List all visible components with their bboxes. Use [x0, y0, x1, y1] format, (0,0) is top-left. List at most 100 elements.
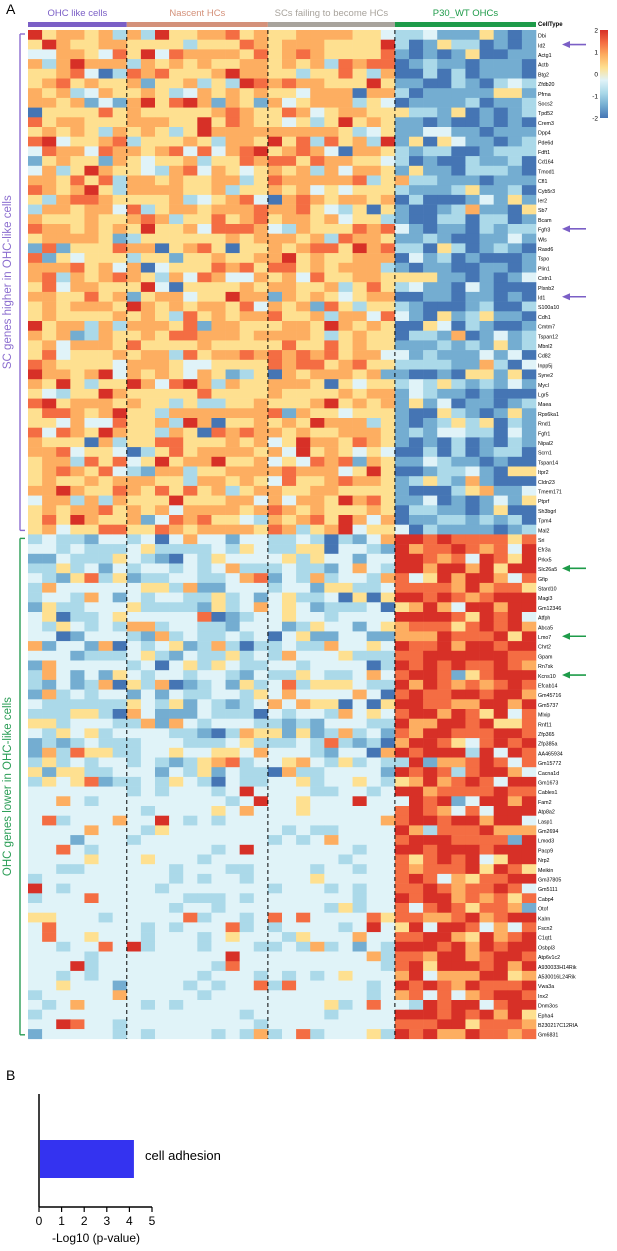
heatmap-cell [380, 786, 396, 797]
heatmap-cell [507, 854, 523, 865]
heatmap-cell [98, 369, 113, 380]
heatmap-cell [479, 350, 494, 361]
heatmap-cell [253, 970, 269, 981]
heatmap-cell [366, 185, 382, 196]
heatmap-cell [70, 127, 85, 137]
heatmap-cell [394, 728, 410, 739]
heatmap-cell [56, 990, 71, 1001]
heatmap-cell [239, 534, 255, 545]
heatmap-cell [84, 117, 99, 128]
heatmap-cell [465, 485, 480, 496]
heatmap-cell [352, 641, 367, 652]
heatmap-cell [352, 107, 367, 118]
heatmap-cell [197, 243, 212, 254]
heatmap-cell [451, 757, 466, 768]
heatmap-cell [310, 427, 325, 438]
heatmap-cell [169, 39, 184, 50]
heatmap-cell [380, 582, 396, 593]
heatmap-cell [239, 408, 255, 419]
heatmap-cell [493, 854, 509, 865]
heatmap-cell [211, 650, 226, 661]
heatmap-cell [126, 505, 142, 516]
heatmap-cell [98, 815, 113, 826]
heatmap-cell [140, 592, 156, 603]
heatmap-cell [394, 233, 410, 244]
heatmap-cell [225, 107, 240, 118]
heatmap-cell [451, 825, 466, 836]
heatmap-cell [225, 670, 240, 681]
heatmap-cell [324, 398, 339, 409]
gene-label: Mbnl2 [538, 344, 552, 350]
heatmap-cell [296, 757, 311, 768]
heatmap-cell [225, 515, 240, 525]
heatmap-cell [211, 718, 226, 729]
heatmap-cell [42, 340, 57, 351]
heatmap-cell [380, 350, 396, 361]
heatmap-cell [479, 544, 494, 555]
heatmap-cell [84, 175, 99, 186]
heatmap-cell [423, 903, 438, 913]
heatmap-cell [409, 786, 424, 797]
heatmap-cell [409, 767, 424, 778]
bar-x-tick-label: 1 [58, 1214, 65, 1228]
heatmap-cell [338, 165, 353, 176]
heatmap-cell [409, 718, 424, 729]
heatmap-cell [352, 728, 367, 739]
heatmap-cell [380, 544, 396, 555]
heatmap-cell [211, 359, 226, 370]
heatmap-cell [84, 243, 99, 254]
heatmap-cell [394, 321, 410, 331]
heatmap-cell [239, 738, 255, 749]
heatmap-cell [197, 670, 212, 681]
heatmap-cell [507, 350, 523, 361]
heatmap-cell [42, 175, 57, 186]
heatmap-cell [324, 563, 339, 574]
heatmap-cell [70, 321, 85, 331]
heatmap-cell [282, 602, 297, 613]
heatmap-cell [70, 786, 85, 797]
heatmap-cell [521, 728, 537, 739]
heatmap-cell [521, 873, 537, 884]
heatmap-cell [310, 806, 325, 816]
heatmap-cell [28, 864, 43, 875]
heatmap-cell [42, 1019, 57, 1030]
heatmap-cell [211, 893, 226, 904]
heatmap-cell [437, 427, 452, 438]
heatmap-cell [352, 418, 367, 428]
heatmap-cell [282, 747, 297, 758]
heatmap-cell [352, 321, 367, 331]
heatmap-cell [380, 699, 396, 710]
heatmap-cell [253, 49, 269, 60]
heatmap-cell [155, 515, 170, 525]
heatmap-cell [451, 796, 466, 807]
heatmap-cell [465, 776, 480, 787]
heatmap-cell [437, 767, 452, 778]
heatmap-cell [521, 233, 537, 244]
heatmap-cell [380, 534, 396, 545]
heatmap-cell [493, 505, 509, 516]
heatmap-cell [493, 301, 509, 312]
heatmap-cell [437, 582, 452, 593]
heatmap-cell [98, 350, 113, 361]
heatmap-cell [112, 39, 128, 50]
gene-label: Lgr5 [538, 392, 549, 398]
heatmap-cell [197, 204, 212, 215]
heatmap-cell [437, 214, 452, 225]
heatmap-cell [169, 922, 184, 933]
heatmap-cell [352, 534, 367, 545]
heatmap-cell [98, 641, 113, 652]
heatmap-cell [253, 107, 269, 118]
heatmap-cell [409, 970, 424, 981]
heatmap-cell [479, 815, 494, 826]
heatmap-cell [155, 369, 170, 380]
heatmap-cell [409, 951, 424, 962]
heatmap-cell [225, 224, 240, 234]
gene-label: Sri [538, 538, 544, 544]
heatmap-cell [225, 408, 240, 419]
heatmap-cell [183, 30, 198, 40]
heatmap-cell [84, 553, 99, 564]
heatmap-cell [28, 592, 43, 603]
heatmap-cell [98, 941, 113, 952]
heatmap-cell [126, 301, 142, 312]
heatmap-cell [56, 825, 71, 836]
